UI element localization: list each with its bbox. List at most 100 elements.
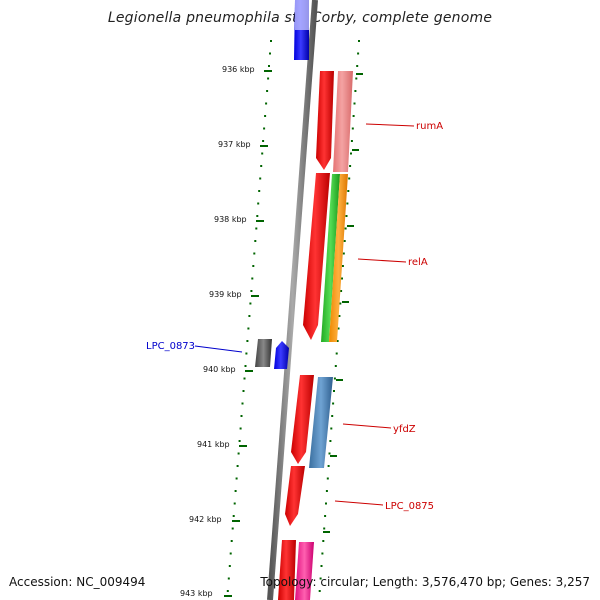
guide-dot — [251, 277, 254, 280]
guide-dot — [260, 165, 263, 167]
label-relA[interactable]: relA — [408, 257, 428, 268]
guide-dot — [243, 377, 246, 380]
gene-magenta-bottom[interactable] — [295, 542, 314, 600]
guide-dot — [354, 90, 357, 92]
guide-dot — [255, 227, 258, 230]
guide-dot — [268, 65, 270, 67]
guide-dot — [258, 190, 261, 192]
guide-dot — [269, 52, 271, 55]
axis-ticks: 936 kbp 937 kbp 938 kbp 939 kbp 940 kbp … — [180, 65, 272, 598]
guide-dot — [320, 565, 323, 567]
guide-dot — [250, 290, 253, 292]
gene-blue-small[interactable] — [274, 341, 289, 369]
guide-dot — [345, 215, 348, 217]
tick-label-941: 941 kbp — [197, 440, 230, 449]
guide-dot — [240, 415, 243, 417]
guide-dot — [227, 577, 230, 580]
gene-steelblue[interactable] — [309, 377, 333, 468]
gene-orange[interactable] — [329, 174, 348, 342]
guide-dot — [253, 252, 256, 255]
gene-yfdZ[interactable] — [291, 375, 314, 464]
accession-text: Accession: NC_009494 — [9, 575, 146, 589]
guide-dot — [341, 265, 344, 267]
scale-dots — [226, 40, 272, 592]
guide-dot — [327, 465, 330, 467]
guide-dot — [332, 402, 335, 405]
guide-dot — [318, 590, 321, 592]
leader-LPC_0873 — [194, 345, 243, 353]
guide-dot — [265, 102, 268, 105]
gene-red-bottom[interactable] — [278, 540, 296, 600]
guide-dot — [350, 152, 352, 155]
guide-dot — [267, 77, 270, 80]
guide-dot — [333, 390, 335, 392]
genome-backbone — [267, 0, 318, 600]
label-LPC_0875[interactable]: LPC_0875 — [385, 501, 434, 512]
guide-dot — [336, 340, 339, 342]
guide-dot — [262, 140, 265, 142]
guide-dot — [256, 215, 259, 217]
gene-rumA-pink[interactable] — [333, 71, 353, 172]
guide-dot — [334, 365, 337, 367]
guide-dot — [226, 590, 229, 592]
guide-dot — [344, 227, 347, 230]
guide-dot — [321, 552, 324, 555]
guide-dot — [330, 427, 333, 430]
tick-label-940: 940 kbp — [203, 365, 236, 374]
gene-green[interactable] — [321, 174, 340, 342]
label-yfdZ[interactable]: yfdZ — [393, 424, 416, 435]
tick-label-942: 942 kbp — [189, 515, 222, 524]
guide-dot — [249, 302, 252, 305]
guide-dot — [333, 377, 336, 380]
guide-dot — [245, 352, 248, 355]
guide-dot — [328, 452, 331, 455]
guide-dot — [264, 115, 267, 117]
guide-dot — [323, 527, 326, 530]
guide-dot — [357, 52, 360, 55]
guide-dot — [241, 402, 244, 405]
guide-dot — [235, 477, 238, 480]
guide-dot — [337, 327, 340, 330]
guide-dot — [244, 365, 247, 367]
gene-blue-top[interactable] — [294, 0, 309, 60]
guide-dot — [353, 102, 356, 105]
guide-dot — [233, 502, 236, 505]
gene-rumA[interactable] — [316, 71, 334, 170]
label-LPC_0873[interactable]: LPC_0873 — [146, 341, 195, 352]
guide-dot — [326, 477, 329, 480]
guide-dot — [343, 240, 346, 242]
guide-dot — [259, 177, 262, 180]
guide-dot — [350, 140, 353, 142]
guide-dot — [252, 265, 255, 267]
guide-dot — [324, 515, 327, 517]
guide-dot — [236, 465, 239, 467]
guide-dot — [358, 40, 360, 42]
guide-dot — [349, 165, 352, 167]
label-rumA[interactable]: rumA — [416, 121, 443, 132]
guide-dot — [352, 115, 355, 117]
gene-gray[interactable] — [255, 339, 272, 367]
guide-dot — [248, 315, 251, 317]
tick-label-936: 936 kbp — [222, 65, 255, 74]
guide-dot — [325, 502, 327, 505]
guide-dot — [355, 77, 358, 80]
guide-dot — [232, 515, 235, 517]
leader-yfdZ — [342, 423, 392, 429]
guide-dot — [237, 452, 240, 455]
tick-label-937: 937 kbp — [218, 140, 251, 149]
tick-label-938: 938 kbp — [214, 215, 247, 224]
guide-dot — [270, 40, 272, 42]
guide-dot — [331, 415, 334, 417]
guide-dot — [338, 315, 341, 317]
guide-dot — [246, 340, 249, 342]
outer-ticks — [323, 73, 363, 533]
guide-dot — [342, 252, 345, 255]
guide-dot — [229, 552, 232, 555]
gene-LPC_0875[interactable] — [285, 466, 305, 526]
outer-guide-dots — [318, 40, 360, 592]
guide-dot — [231, 527, 234, 530]
guide-dot — [266, 90, 269, 92]
gene-relA[interactable] — [303, 173, 330, 340]
guide-dot — [238, 440, 241, 442]
